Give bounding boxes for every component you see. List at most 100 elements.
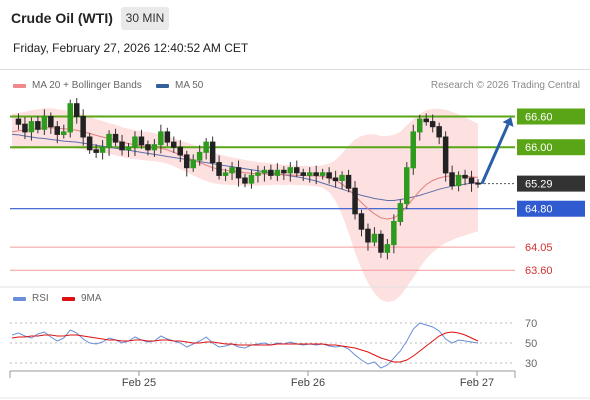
candle-body xyxy=(339,174,345,181)
x-tick-label: Feb 27 xyxy=(460,377,494,389)
level-label-64.05: 64.05 xyxy=(525,242,553,254)
candle-body xyxy=(61,131,67,135)
candle-body xyxy=(48,116,54,128)
candle-body xyxy=(410,131,416,169)
rsi-tick-50: 50 xyxy=(525,338,537,350)
rsi-series-9ma xyxy=(11,331,479,363)
candle-body xyxy=(86,136,93,151)
candle-body xyxy=(151,144,158,151)
legend-ma20: MA 20 + Bollinger Bands xyxy=(13,80,142,91)
candle-body xyxy=(145,144,151,151)
candle-body xyxy=(119,141,125,151)
candle-body xyxy=(158,131,164,146)
candle-body xyxy=(28,121,35,133)
rsi-series-rsi xyxy=(11,322,479,369)
candle-body xyxy=(326,172,332,179)
candle-body xyxy=(423,118,429,123)
candle-body xyxy=(99,146,106,153)
candle-body xyxy=(319,172,326,176)
candle-body xyxy=(404,167,410,205)
ma50-label: MA 50 xyxy=(175,80,204,91)
candle-body xyxy=(248,174,255,184)
candle-body xyxy=(358,213,365,230)
candle-body xyxy=(196,151,203,161)
candle-body xyxy=(436,126,442,138)
ma9-swatch xyxy=(62,296,75,301)
candle-body xyxy=(67,103,73,133)
candle-body xyxy=(371,233,378,243)
candle-body xyxy=(345,174,352,189)
level-label-66.00: 66.00 xyxy=(525,142,553,154)
candle-body xyxy=(313,172,319,176)
candle-body xyxy=(15,118,22,125)
candle-body xyxy=(242,177,248,184)
candle-body xyxy=(171,141,177,148)
candle-body xyxy=(365,228,371,243)
ma50-swatch xyxy=(156,83,169,88)
rsi-tick-30: 30 xyxy=(525,358,537,370)
candle-body xyxy=(255,172,261,176)
level-label-64.80: 64.80 xyxy=(525,204,553,216)
candle-body xyxy=(397,203,404,223)
level-tag-66.00 xyxy=(517,139,585,156)
ma9-label: 9MA xyxy=(81,293,102,304)
candle-body xyxy=(300,172,306,176)
candle-body xyxy=(235,167,242,179)
candle-body xyxy=(112,133,119,143)
x-tick-label: Feb 25 xyxy=(122,377,156,389)
level-label-66.60: 66.60 xyxy=(525,111,553,123)
level-label-65.29: 65.29 xyxy=(525,179,553,191)
candle-body xyxy=(164,131,171,143)
candle-body xyxy=(74,103,80,117)
candle-body xyxy=(184,154,190,169)
candle-body xyxy=(475,182,481,185)
candle-body xyxy=(462,174,468,179)
candle-body xyxy=(132,136,138,148)
candle-body xyxy=(229,167,235,174)
candle-body xyxy=(177,146,183,156)
candle-body xyxy=(216,162,222,176)
candle-body xyxy=(261,169,268,174)
candle-body xyxy=(429,121,436,128)
level-tag-64.80 xyxy=(517,200,585,217)
candle-body xyxy=(268,169,274,176)
candle-body xyxy=(391,221,397,246)
candle-body xyxy=(307,172,313,176)
header-divider xyxy=(0,69,590,70)
candle-body xyxy=(35,121,41,130)
candle-body xyxy=(22,123,28,133)
candle-body xyxy=(442,136,449,174)
rsi-swatch xyxy=(13,296,26,301)
candle-body xyxy=(468,177,475,184)
candle-body xyxy=(190,159,196,169)
candle-body xyxy=(449,172,455,187)
candle-body xyxy=(352,187,358,215)
candle-body xyxy=(294,167,300,174)
projection-arrowhead xyxy=(502,117,514,127)
level-tag-66.60 xyxy=(517,108,585,125)
candle-body xyxy=(378,233,384,253)
candle-body xyxy=(455,174,462,187)
legend-rsi: RSI xyxy=(13,293,49,304)
candle-body xyxy=(41,116,48,130)
candle-body xyxy=(222,172,229,176)
candle-body xyxy=(384,244,391,253)
level-label-63.60: 63.60 xyxy=(525,265,553,277)
timeframe-badge[interactable]: 30 MIN xyxy=(121,7,169,30)
candle-body xyxy=(287,167,293,174)
projection-arrow xyxy=(480,123,510,185)
rsi-tick-70: 70 xyxy=(525,318,537,330)
ma20-label: MA 20 + Bollinger Bands xyxy=(32,80,142,91)
candle-body xyxy=(417,118,423,133)
copyright-text: Research © 2026 Trading Central xyxy=(430,80,580,91)
chart-datetime: Friday, February 27, 2026 12:40:52 AM CE… xyxy=(13,41,249,55)
x-tick-label: Feb 26 xyxy=(291,377,325,389)
rsi-label: RSI xyxy=(32,293,49,304)
candle-body xyxy=(93,149,99,153)
level-tag-65.29 xyxy=(517,175,585,192)
instrument-title: Crude Oil (WTI) xyxy=(11,10,113,26)
candle-body xyxy=(106,133,112,148)
candle-body xyxy=(54,126,60,135)
ma20-swatch xyxy=(13,83,26,88)
